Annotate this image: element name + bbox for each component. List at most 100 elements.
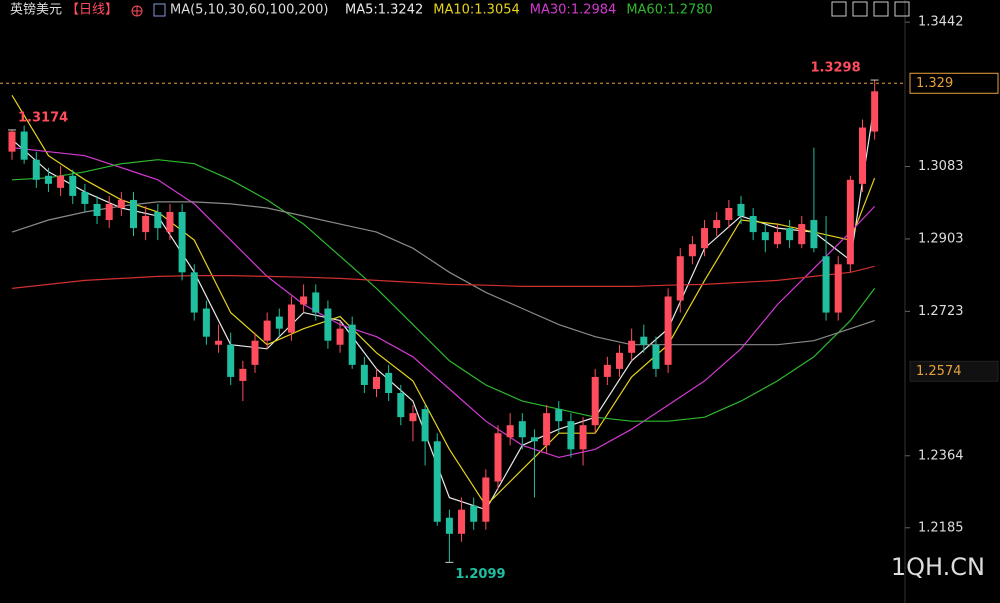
tool-button[interactable] — [894, 1, 910, 17]
candle-body — [494, 433, 502, 482]
candle-body — [409, 413, 417, 422]
tool-button[interactable] — [873, 1, 889, 17]
y-tick-label: 1.3442 — [918, 15, 964, 30]
last-price-label: 1.329 — [916, 76, 953, 91]
candle-body — [287, 304, 295, 333]
candle-body — [798, 224, 806, 245]
candle-body — [603, 364, 611, 377]
candle-body — [676, 256, 684, 301]
level-label: 1.2574 — [916, 364, 962, 379]
tool-button[interactable] — [852, 1, 868, 17]
candle-body — [688, 244, 696, 257]
candle-body — [20, 131, 28, 160]
candle-body — [227, 344, 235, 377]
candle-body — [701, 228, 709, 249]
candle-body — [567, 421, 575, 450]
candle-body — [421, 409, 429, 442]
annotation-label: 1.3298 — [810, 61, 860, 76]
last-price-box — [909, 72, 999, 94]
candle-body — [348, 324, 356, 365]
candle-body — [652, 344, 660, 369]
ma-line — [11, 265, 875, 289]
candle-body — [57, 175, 65, 188]
candle-body — [166, 211, 174, 233]
annotation-label: 1.3174 — [18, 110, 68, 125]
symbol: 英镑美元 — [10, 2, 62, 18]
candle-body — [737, 203, 745, 217]
indicator-icon[interactable] — [153, 3, 166, 17]
candle-body — [324, 308, 332, 341]
candle-body — [93, 203, 101, 217]
candle-body — [69, 175, 77, 196]
candle-body — [786, 228, 794, 241]
candle-body — [458, 509, 466, 534]
candle-body — [373, 376, 380, 389]
candle-body — [433, 441, 441, 522]
candle-body — [846, 179, 854, 265]
candle-body — [773, 232, 781, 245]
y-tick-label: 1.2723 — [918, 304, 964, 319]
y-tick-label: 1.3083 — [918, 159, 964, 174]
toolbar — [831, 1, 910, 17]
candle-body — [579, 425, 587, 450]
candle-body — [336, 328, 344, 345]
legend-entry: MA30:1.2984 — [530, 3, 617, 18]
candle-body — [713, 220, 721, 229]
legend-entry: MA5:1.3242 — [345, 3, 423, 18]
candle-body — [859, 127, 866, 184]
candle-body — [822, 256, 830, 313]
ma-line — [11, 159, 876, 422]
candle-body — [628, 340, 636, 353]
candle-body — [215, 340, 223, 345]
legend-entry: MA60:1.2780 — [626, 3, 713, 18]
candle-body — [749, 216, 757, 233]
tool-button[interactable] — [831, 1, 847, 17]
candle-body — [130, 199, 137, 229]
candle-body — [445, 517, 453, 534]
candle-body — [555, 409, 563, 422]
candle-body — [385, 372, 393, 394]
candle-body — [32, 159, 40, 180]
candle-body — [482, 477, 490, 522]
candle-body — [117, 199, 125, 208]
candle-body — [312, 292, 320, 313]
candle-body — [263, 320, 271, 341]
period: 【日线】 — [66, 3, 118, 18]
candle-body — [725, 207, 733, 221]
candle-body — [530, 437, 538, 442]
candle-body — [871, 91, 879, 132]
candle-body — [142, 216, 150, 233]
annotation-label: 1.2099 — [455, 567, 505, 582]
candle-body — [275, 316, 283, 329]
candle-body — [810, 220, 818, 249]
ma-line — [11, 147, 876, 459]
ma-line — [11, 201, 875, 346]
candle-body — [190, 272, 198, 313]
candle-body — [397, 393, 405, 418]
candle-body — [518, 421, 526, 438]
y-tick-label: 1.2364 — [918, 448, 964, 463]
candle-body — [202, 308, 210, 337]
candle-body — [543, 413, 551, 446]
candle-body — [640, 336, 648, 345]
legend-entry: MA10:1.3054 — [433, 3, 520, 18]
candle-body — [664, 296, 672, 365]
candle-body — [178, 211, 186, 273]
candle-body — [834, 264, 842, 313]
candle-body — [154, 211, 162, 229]
candle-body — [616, 352, 623, 369]
candle-body — [8, 131, 16, 152]
y-tick-label: 1.2903 — [918, 231, 964, 246]
level-marker — [909, 360, 999, 382]
header: 英镑美元 【日线】 MA(5,10,30,60,100,200) MA5:1.3… — [10, 2, 713, 18]
candle-body — [105, 203, 113, 221]
candle-body — [506, 425, 514, 438]
y-tick-label: 1.2185 — [918, 520, 964, 535]
candle-body — [251, 340, 259, 365]
candle-body — [470, 505, 478, 522]
candle-body — [44, 175, 52, 184]
indicator: MA(5,10,30,60,100,200) — [170, 3, 328, 18]
candle-body — [360, 364, 368, 385]
